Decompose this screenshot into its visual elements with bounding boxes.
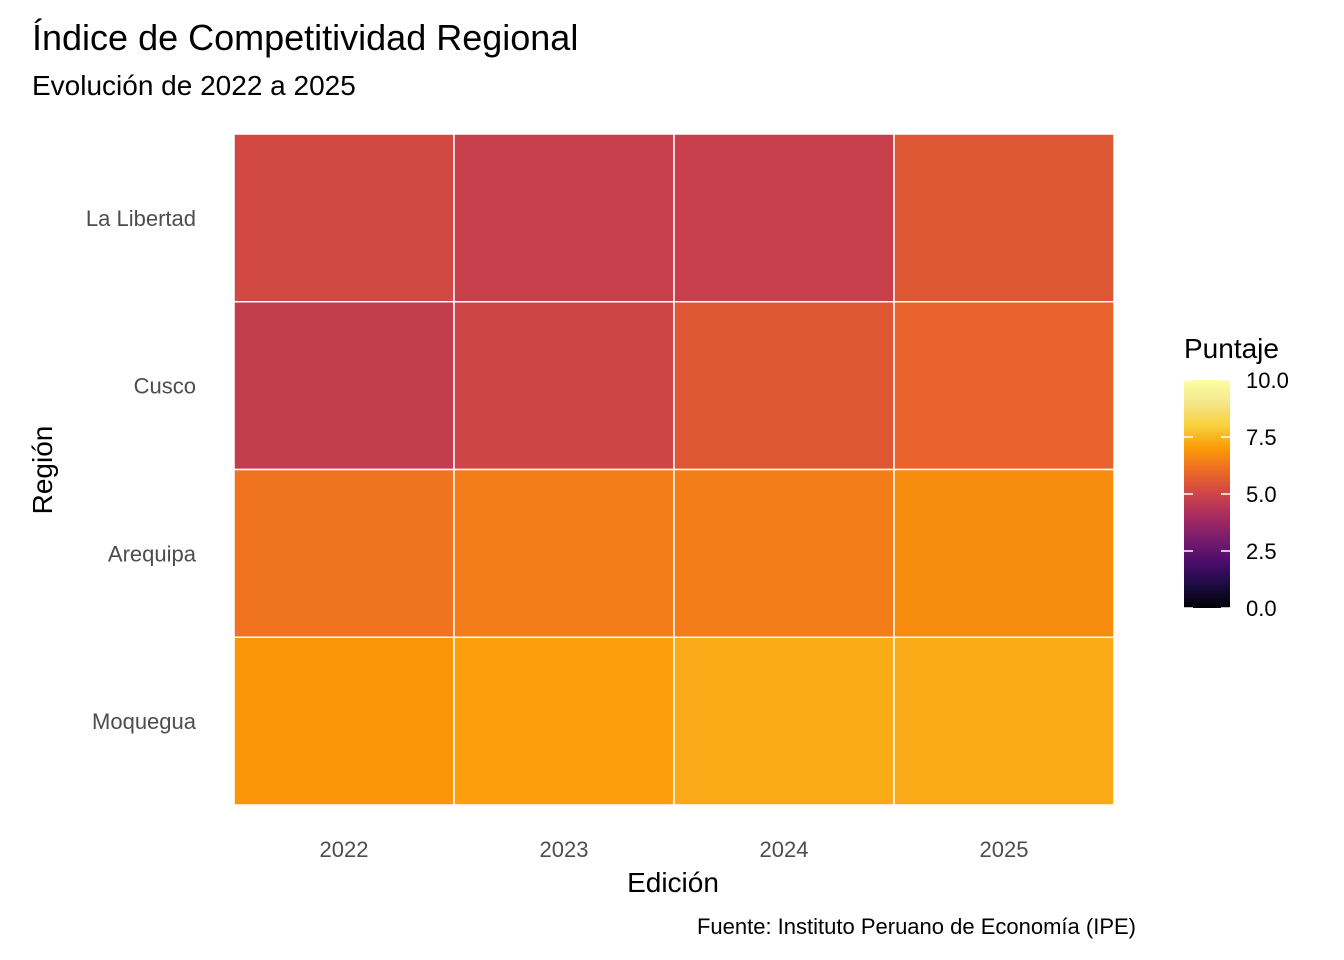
heatmap-cell: [673, 636, 895, 806]
chart-subtitle: Evolución de 2022 a 2025: [32, 70, 356, 101]
legend-tick-label: 10.0: [1246, 368, 1289, 393]
legend-tick-label: 7.5: [1246, 425, 1277, 450]
legend-tick-label: 0.0: [1246, 596, 1277, 621]
legend-tick-label: 5.0: [1246, 482, 1277, 507]
y-tick-label: Arequipa: [108, 541, 197, 566]
heatmap-cell: [233, 301, 455, 471]
heatmap-cell: [893, 133, 1115, 303]
heatmap-cell: [453, 133, 675, 303]
x-axis-title: Edición: [627, 867, 719, 898]
heatmap-cell: [233, 133, 455, 303]
x-tick-labels: 2022 2023 2024 2025: [320, 837, 1029, 862]
chart-caption: Fuente: Instituto Peruano de Economía (I…: [697, 914, 1136, 939]
legend-ticks: 0.0 2.5 5.0 7.5 10.0: [1184, 368, 1289, 621]
heatmap-cell: [673, 468, 895, 638]
y-axis-title: Región: [27, 426, 58, 515]
chart-title: Índice de Competitividad Regional: [32, 17, 578, 58]
heatmap-cell: [453, 301, 675, 471]
y-tick-label: Moquegua: [92, 709, 197, 734]
heatmap-cell: [673, 301, 895, 471]
y-tick-labels: La Libertad Cusco Arequipa Moquegua: [86, 206, 197, 734]
y-tick-label: La Libertad: [86, 206, 196, 231]
legend: Puntaje 0.0 2.5 5.0 7.5 10.0: [1184, 333, 1289, 621]
heatmap-cell: [233, 636, 455, 806]
legend-title: Puntaje: [1184, 333, 1279, 364]
heatmap-cell: [453, 468, 675, 638]
heatmap-cell: [453, 636, 675, 806]
legend-tick-label: 2.5: [1246, 539, 1277, 564]
heatmap-cell: [233, 468, 455, 638]
x-tick-label: 2022: [320, 837, 369, 862]
heatmap-cells: [233, 133, 1115, 806]
heatmap-cell: [893, 468, 1115, 638]
heatmap-cell: [673, 133, 895, 303]
x-tick-label: 2025: [980, 837, 1029, 862]
heatmap-cell: [893, 301, 1115, 471]
x-tick-label: 2023: [540, 837, 589, 862]
heatmap-cell: [893, 636, 1115, 806]
x-tick-label: 2024: [760, 837, 809, 862]
y-tick-label: Cusco: [134, 374, 196, 399]
